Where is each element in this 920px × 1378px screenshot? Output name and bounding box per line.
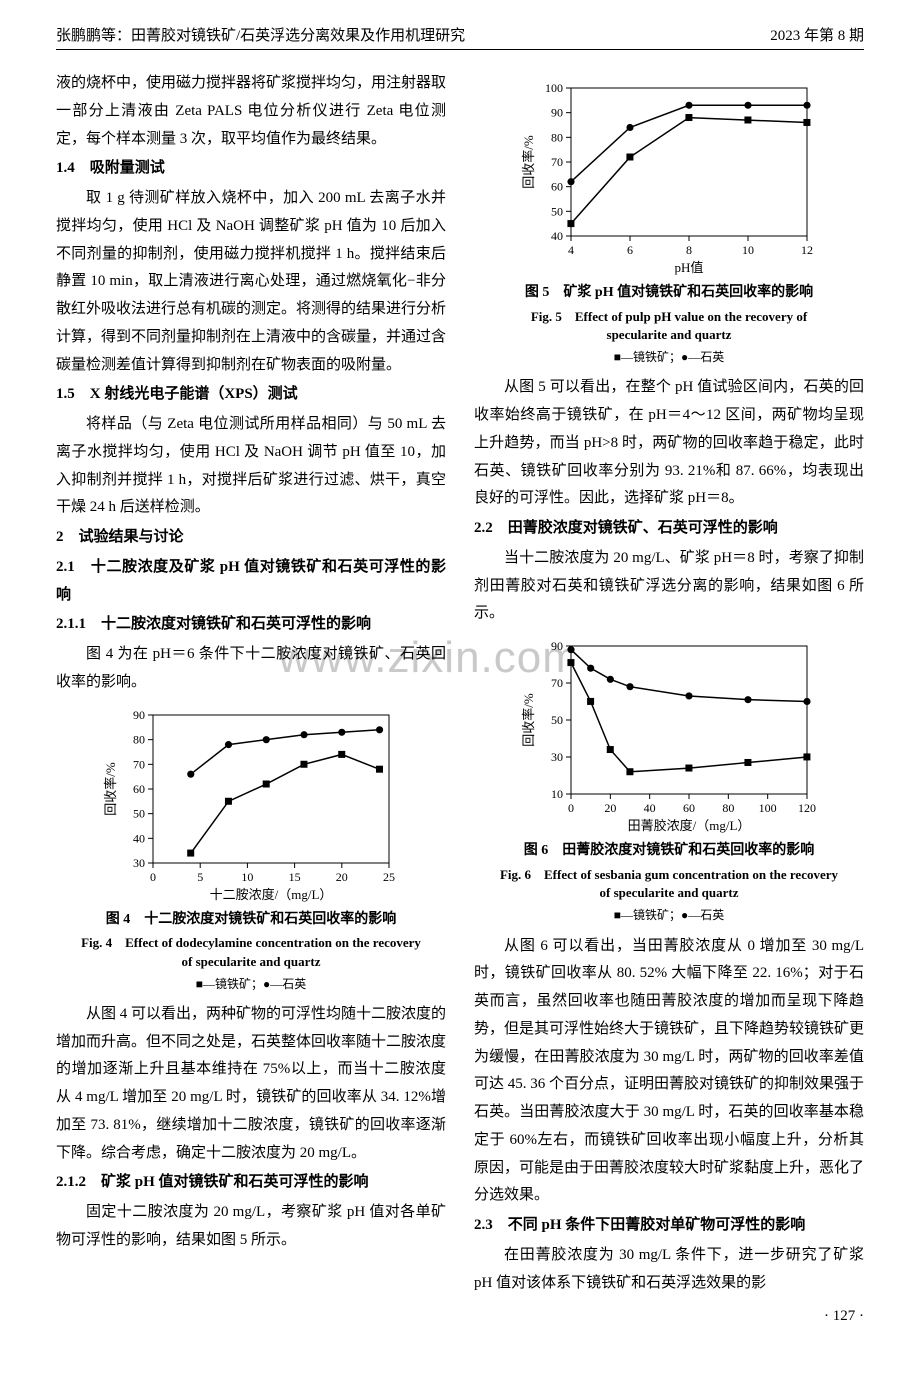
header-left: 张鹏鹏等：田菁胶对镜铁矿/石英浮选分离效果及作用机理研究	[56, 24, 465, 45]
figure-4: 0 5 10 15 20 25 30 40 50 60 70 80 90 十二胺浓度/（mg/L） 回收率/…	[56, 703, 446, 995]
figure-5: 4 6 8 10 12 40 50 60 70 80 90 100 pH值 回收率/% 图 5 矿浆 pH…	[474, 76, 864, 368]
svg-text:6: 6	[627, 243, 633, 257]
svg-text:20: 20	[336, 870, 348, 884]
svg-text:50: 50	[551, 713, 563, 727]
heading-2: 2 试验结果与讨论	[56, 524, 446, 552]
figure-5-chart: 4 6 8 10 12 40 50 60 70 80 90 100 pH值 回收率/%	[519, 76, 819, 276]
para: 将样品（与 Zeta 电位测试所用样品相同）与 50 mL 去离子水搅拌均匀，使…	[56, 411, 446, 522]
svg-text:100: 100	[759, 801, 777, 815]
figure-6-chart: 0 20 40 60 80 100 120 10 30 50 70 90 田菁胶浓度/（mg/L） 回收率…	[519, 634, 819, 834]
para: 在田菁胶浓度为 30 mg/L 条件下，进一步研究了矿浆 pH 值对该体系下镜铁…	[474, 1242, 864, 1298]
para: 图 4 为在 pH＝6 条件下十二胺浓度对镜铁矿、石英回收率的影响。	[56, 641, 446, 697]
svg-text:100: 100	[545, 81, 563, 95]
figure-5-caption-en: Fig. 5 Effect of pulp pH value on the re…	[474, 308, 864, 344]
svg-text:30: 30	[133, 856, 145, 870]
heading-1-4: 1.4 吸附量测试	[56, 155, 446, 183]
svg-text:60: 60	[551, 180, 563, 194]
svg-text:40: 40	[133, 831, 145, 845]
svg-text:8: 8	[686, 243, 692, 257]
heading-2-1-1: 2.1.1 十二胺浓度对镜铁矿和石英可浮性的影响	[56, 611, 446, 639]
para: 取 1 g 待测矿样放入烧杯中，加入 200 mL 去离子水并搅拌均匀，使用 H…	[56, 185, 446, 379]
para: 液的烧杯中，使用磁力搅拌器将矿浆搅拌均匀，用注射器取一部分上清液由 Zeta P…	[56, 70, 446, 153]
page-header: 张鹏鹏等：田菁胶对镜铁矿/石英浮选分离效果及作用机理研究 2023 年第 8 期	[56, 24, 864, 50]
svg-text:0: 0	[568, 801, 574, 815]
svg-text:50: 50	[133, 806, 145, 820]
main-columns: 液的烧杯中，使用磁力搅拌器将矿浆搅拌均匀，用注射器取一部分上清液由 Zeta P…	[56, 70, 864, 1331]
svg-text:pH值: pH值	[675, 260, 704, 275]
svg-text:80: 80	[551, 130, 563, 144]
para: 当十二胺浓度为 20 mg/L、矿浆 pH＝8 时，考察了抑制剂田菁胶对石英和镜…	[474, 545, 864, 628]
svg-text:20: 20	[604, 801, 616, 815]
heading-1-5: 1.5 X 射线光电子能谱（XPS）测试	[56, 381, 446, 409]
svg-text:70: 70	[551, 155, 563, 169]
svg-text:回收率/%: 回收率/%	[103, 762, 118, 816]
svg-text:120: 120	[798, 801, 816, 815]
svg-text:5: 5	[197, 870, 203, 884]
svg-text:40: 40	[644, 801, 656, 815]
svg-text:70: 70	[133, 757, 145, 771]
svg-text:80: 80	[133, 732, 145, 746]
svg-text:0: 0	[150, 870, 156, 884]
svg-text:十二胺浓度/（mg/L）: 十二胺浓度/（mg/L）	[210, 887, 333, 902]
svg-text:10: 10	[241, 870, 253, 884]
figure-5-caption-cn: 图 5 矿浆 pH 值对镜铁矿和石英回收率的影响	[474, 280, 864, 306]
svg-text:田菁胶浓度/（mg/L）: 田菁胶浓度/（mg/L）	[628, 818, 751, 833]
svg-text:60: 60	[133, 782, 145, 796]
figure-4-caption-cn: 图 4 十二胺浓度对镜铁矿和石英回收率的影响	[56, 907, 446, 933]
figure-5-legend: ■—镜铁矿；●—石英	[474, 346, 864, 368]
heading-2-2: 2.2 田菁胶浓度对镜铁矿、石英可浮性的影响	[474, 515, 864, 543]
heading-2-3: 2.3 不同 pH 条件下田菁胶对单矿物可浮性的影响	[474, 1212, 864, 1240]
svg-text:60: 60	[683, 801, 695, 815]
svg-text:25: 25	[383, 870, 395, 884]
figure-6: 0 20 40 60 80 100 120 10 30 50 70 90 田菁胶浓度/（mg/L） 回收率…	[474, 634, 864, 926]
para: 固定十二胺浓度为 20 mg/L，考察矿浆 pH 值对各单矿物可浮性的影响，结果…	[56, 1199, 446, 1255]
svg-text:15: 15	[289, 870, 301, 884]
figure-6-caption-en: Fig. 6 Effect of sesbania gum concentrat…	[474, 866, 864, 902]
figure-4-chart: 0 5 10 15 20 25 30 40 50 60 70 80 90 十二胺浓度/（mg/L） 回收率/…	[101, 703, 401, 903]
para: 从图 4 可以看出，两种矿物的可浮性均随十二胺浓度的增加而升高。但不同之处是，石…	[56, 1001, 446, 1168]
page-number: · 127 ·	[474, 1303, 864, 1331]
svg-text:4: 4	[568, 243, 574, 257]
svg-text:40: 40	[551, 229, 563, 243]
svg-text:90: 90	[133, 708, 145, 722]
heading-2-1: 2.1 十二胺浓度及矿浆 pH 值对镜铁矿和石英可浮性的影响	[56, 554, 446, 610]
svg-text:回收率/%: 回收率/%	[521, 135, 536, 189]
svg-text:80: 80	[722, 801, 734, 815]
para: 从图 6 可以看出，当田菁胶浓度从 0 增加至 30 mg/L 时，镜铁矿回收率…	[474, 933, 864, 1211]
svg-text:90: 90	[551, 639, 563, 653]
right-column: 4681012405060708090100pH值回收率/% 图 5 矿浆 pH…	[474, 70, 864, 1331]
figure-6-legend: ■—镜铁矿；●—石英	[474, 904, 864, 926]
svg-text:30: 30	[551, 750, 563, 764]
svg-text:12: 12	[801, 243, 813, 257]
left-column: 液的烧杯中，使用磁力搅拌器将矿浆搅拌均匀，用注射器取一部分上清液由 Zeta P…	[56, 70, 446, 1331]
header-right: 2023 年第 8 期	[770, 24, 864, 45]
svg-text:10: 10	[551, 787, 563, 801]
svg-text:50: 50	[551, 204, 563, 218]
figure-4-caption-en: Fig. 4 Effect of dodecylamine concentrat…	[56, 934, 446, 970]
svg-text:回收率/%: 回收率/%	[521, 693, 536, 747]
para: 从图 5 可以看出，在整个 pH 值试验区间内，石英的回收率始终高于镜铁矿，在 …	[474, 374, 864, 513]
heading-2-1-2: 2.1.2 矿浆 pH 值对镜铁矿和石英可浮性的影响	[56, 1169, 446, 1197]
figure-6-caption-cn: 图 6 田菁胶浓度对镜铁矿和石英回收率的影响	[474, 838, 864, 864]
svg-text:90: 90	[551, 106, 563, 120]
svg-text:10: 10	[742, 243, 754, 257]
figure-4-legend: ■—镜铁矿；●—石英	[56, 973, 446, 995]
svg-text:70: 70	[551, 676, 563, 690]
